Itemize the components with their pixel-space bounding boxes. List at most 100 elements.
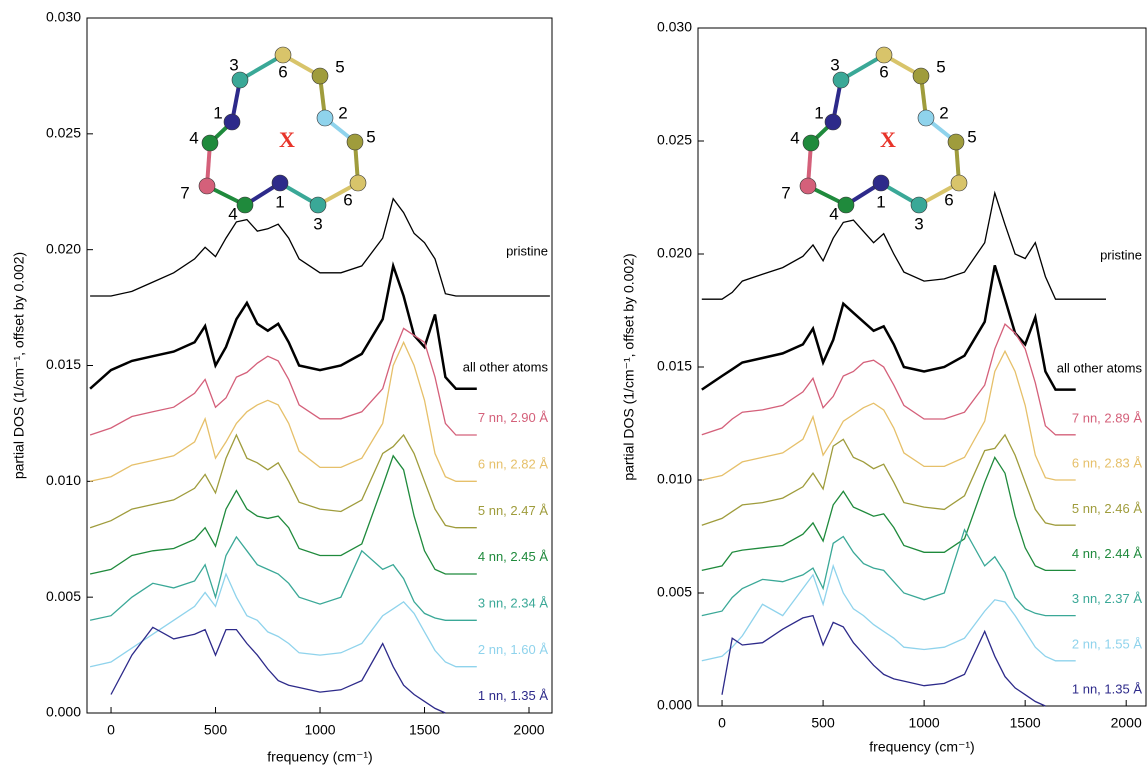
series-label: 6 nn, 2.83 Å xyxy=(1072,456,1142,471)
atom-label: 3 xyxy=(313,214,322,233)
atom-label: 4 xyxy=(829,204,838,223)
series-line xyxy=(701,349,1076,481)
atom xyxy=(201,134,219,152)
atom-label: 5 xyxy=(936,57,945,76)
atom xyxy=(832,71,850,89)
series-label: 1 nn, 1.35 Å xyxy=(478,688,548,703)
x-tick-label: 1000 xyxy=(909,715,940,731)
series-label: 5 nn, 2.46 Å xyxy=(1072,501,1142,516)
atom-label: 5 xyxy=(366,127,375,146)
series-line xyxy=(89,535,477,621)
series-line xyxy=(89,433,477,529)
y-tick-label: 0.010 xyxy=(657,471,692,487)
series-line xyxy=(90,197,550,297)
series-label: 1 nn, 1.35 Å xyxy=(1072,682,1142,697)
y-tick-label: 0.015 xyxy=(46,356,81,372)
x-tick-label: 500 xyxy=(811,715,835,731)
y-axis-label: partial DOS (1/cm⁻¹, offset by 0.002) xyxy=(621,253,637,480)
series-label: all other atoms xyxy=(463,359,549,374)
atom-label: 3 xyxy=(229,55,238,74)
atom-label: 6 xyxy=(343,190,352,209)
x-tick-label: 2000 xyxy=(1111,715,1142,731)
series-line xyxy=(89,572,477,668)
atom xyxy=(223,113,241,131)
atom-label: 5 xyxy=(335,57,344,76)
series-line xyxy=(110,626,446,714)
atom xyxy=(910,196,928,214)
x-tick-label: 0 xyxy=(107,722,115,738)
series-label: 6 nn, 2.82 Å xyxy=(478,457,548,472)
series-label: all other atoms xyxy=(1057,361,1143,376)
x-tick-label: 1500 xyxy=(409,722,440,738)
series-line xyxy=(89,340,477,482)
atom-label: 3 xyxy=(914,214,923,233)
vacancy-label: X xyxy=(880,127,896,152)
series-label: 4 nn, 2.45 Å xyxy=(478,549,548,564)
atom xyxy=(912,67,930,85)
series-line xyxy=(89,261,477,390)
atom xyxy=(837,196,855,214)
series-label: 4 nn, 2.44 Å xyxy=(1072,546,1142,561)
atom xyxy=(316,109,334,127)
series-label: 3 nn, 2.37 Å xyxy=(1072,591,1142,606)
atom-label: 1 xyxy=(213,103,222,122)
y-tick-label: 0.025 xyxy=(46,125,81,141)
atom xyxy=(236,196,254,214)
series-line xyxy=(721,614,1046,707)
atom-label: 4 xyxy=(790,128,799,147)
atom xyxy=(872,174,890,192)
x-tick-label: 500 xyxy=(204,722,228,738)
y-tick-label: 0.010 xyxy=(46,472,81,488)
atom xyxy=(950,174,968,192)
atom-label: 7 xyxy=(781,183,790,202)
series-line xyxy=(701,455,1076,572)
y-tick-label: 0.015 xyxy=(657,358,692,374)
series-line xyxy=(701,323,1076,436)
atom xyxy=(274,46,292,64)
atom xyxy=(824,113,842,131)
y-tick-label: 0.030 xyxy=(657,19,692,35)
atom-label: 4 xyxy=(189,128,198,147)
atom xyxy=(875,46,893,64)
atom-label: 2 xyxy=(939,103,948,122)
atom xyxy=(349,174,367,192)
x-tick-label: 1000 xyxy=(304,722,335,738)
series-line xyxy=(701,563,1076,662)
atom-label: 1 xyxy=(814,103,823,122)
y-tick-label: 0.005 xyxy=(46,588,81,604)
atom xyxy=(309,196,327,214)
y-tick-label: 0.000 xyxy=(657,697,692,713)
atom xyxy=(346,133,364,151)
series-label: 2 nn, 1.55 Å xyxy=(1072,636,1142,651)
y-tick-label: 0.020 xyxy=(657,245,692,261)
y-tick-label: 0.005 xyxy=(657,584,692,600)
series-line xyxy=(701,528,1076,617)
series-label: pristine xyxy=(1100,248,1142,263)
x-axis-label: frequency (cm⁻¹) xyxy=(267,749,372,765)
atom-label: 3 xyxy=(830,55,839,74)
y-tick-label: 0.020 xyxy=(46,240,81,256)
atom xyxy=(271,174,289,192)
atom-label: 6 xyxy=(278,62,287,81)
atom-label: 2 xyxy=(338,103,347,122)
x-tick-label: 2000 xyxy=(513,722,544,738)
x-axis-label: frequency (cm⁻¹) xyxy=(869,739,974,755)
y-tick-label: 0.000 xyxy=(46,704,81,720)
series-line xyxy=(701,190,1106,300)
series-line xyxy=(701,433,1076,526)
series-label: 2 nn, 1.60 Å xyxy=(478,642,548,657)
y-tick-label: 0.025 xyxy=(657,132,692,148)
series-line xyxy=(89,454,477,575)
x-tick-label: 0 xyxy=(718,715,726,731)
x-tick-label: 1500 xyxy=(1010,715,1041,731)
y-tick-label: 0.030 xyxy=(46,9,81,25)
series-label: 7 nn, 2.89 Å xyxy=(1072,410,1142,425)
atom-label: 1 xyxy=(275,192,284,211)
atom xyxy=(947,133,965,151)
vacancy-label: X xyxy=(279,127,295,152)
atom xyxy=(917,109,935,127)
atom xyxy=(231,71,249,89)
atom xyxy=(311,67,329,85)
series-label: 7 nn, 2.90 Å xyxy=(478,410,548,425)
